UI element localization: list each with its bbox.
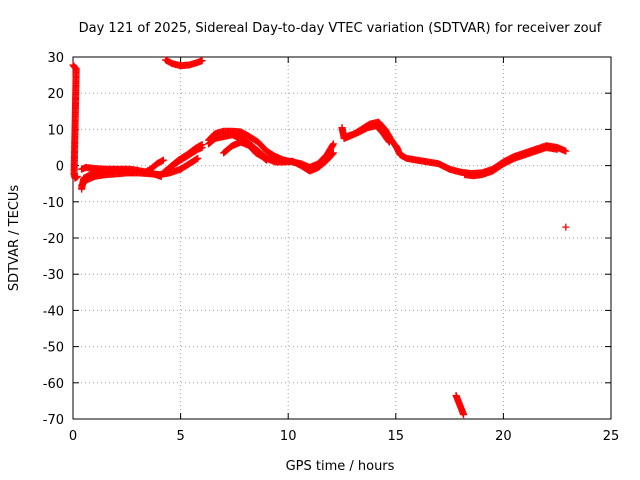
data-point-second-hump-b xyxy=(385,137,393,145)
data-point-lower-band xyxy=(193,155,201,163)
y-axis-label: SDTVAR / TECUs xyxy=(7,185,22,292)
data-point-decline-b xyxy=(553,145,561,153)
x-tick-label: 15 xyxy=(388,429,405,444)
x-tick-label: 5 xyxy=(176,429,184,444)
data-point-ramp-a xyxy=(159,156,167,164)
data-point-drop xyxy=(460,411,468,419)
y-tick-label: -40 xyxy=(43,304,64,319)
y-tick-label: -10 xyxy=(43,196,64,211)
y-tick-label: -60 xyxy=(43,377,64,392)
data-point-second-hump-b xyxy=(385,138,393,146)
axis-ticks: 0 5 10 15 20 25 30 20 10 0 -10 -20 -30 -40 -50 -60 -70 xyxy=(43,51,620,444)
x-tick-label: 10 xyxy=(280,429,297,444)
y-tick-label: -30 xyxy=(43,268,64,283)
data-point-ramp-c xyxy=(198,144,206,151)
y-tick-label: 20 xyxy=(47,87,64,102)
data-point-top-arc xyxy=(198,57,206,65)
x-tick-label: 0 xyxy=(69,429,77,444)
data-point-bump-lower xyxy=(329,149,337,157)
chart-title: Day 121 of 2025, Sidereal Day-to-day VTE… xyxy=(79,21,602,36)
y-tick-label: 30 xyxy=(47,51,64,66)
x-tick-label: 20 xyxy=(495,429,512,444)
grid-lines xyxy=(73,57,611,419)
data-point-bump-upper xyxy=(329,140,337,148)
data-point-lower-band xyxy=(194,154,202,162)
data-point-start xyxy=(73,172,81,180)
data-marks xyxy=(69,56,570,419)
data-point-bump-lower xyxy=(329,150,337,158)
y-tick-label: 10 xyxy=(47,123,64,138)
x-tick-label: 25 xyxy=(603,429,620,444)
data-point-bump-arc xyxy=(262,155,270,163)
y-tick-label: -50 xyxy=(43,341,64,356)
y-tick-label: -70 xyxy=(43,413,64,428)
x-axis-label: GPS time / hours xyxy=(286,459,395,474)
y-tick-label: -20 xyxy=(43,232,64,247)
data-point-decline xyxy=(562,147,570,155)
y-tick-label: 0 xyxy=(56,160,64,175)
data-point-bump-arc xyxy=(263,156,271,164)
data-point-outlier xyxy=(562,223,570,231)
